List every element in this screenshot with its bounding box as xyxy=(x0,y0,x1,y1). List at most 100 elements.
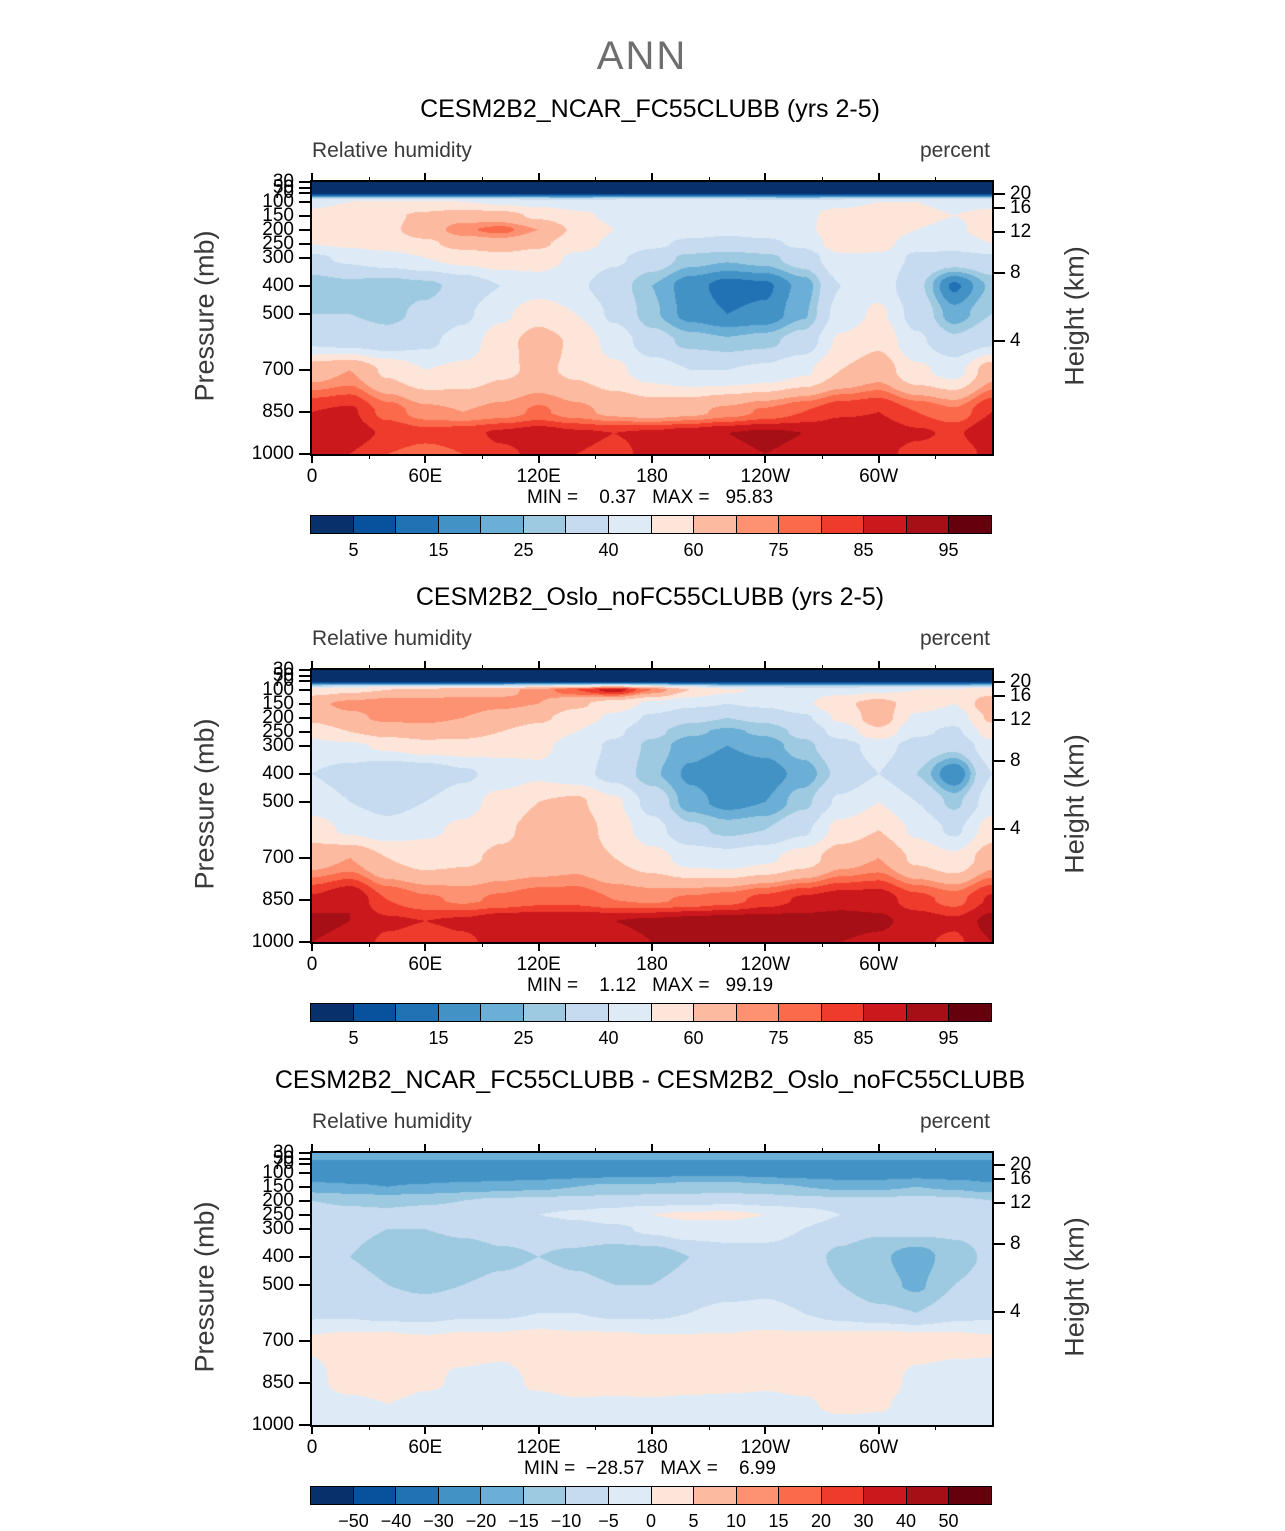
panel-difference: CESM2B2_NCAR_FC55CLUBB - CESM2B2_Oslo_no… xyxy=(0,1066,1285,1531)
x-tick xyxy=(651,173,653,182)
colorbar-cell xyxy=(650,1004,694,1021)
pressure-axis-label: Pressure (mb) xyxy=(189,1201,220,1373)
colorbar-tick-label: 5 xyxy=(348,540,359,560)
pressure-tick-label: 150 xyxy=(262,692,294,714)
x-minor-tick xyxy=(482,665,483,670)
colorbar-cell xyxy=(693,516,736,533)
height-tick-label: 8 xyxy=(1010,1232,1021,1254)
colorbar-tick-label: −15 xyxy=(508,1511,539,1531)
contour-field-canvas xyxy=(312,670,992,942)
x-tick xyxy=(537,661,540,670)
x-tick xyxy=(537,454,540,463)
colorbar-cell xyxy=(735,516,779,533)
height-tick xyxy=(992,271,1005,274)
colorbar-cell xyxy=(650,516,694,533)
pressure-tick xyxy=(299,772,312,775)
height-tick xyxy=(992,207,1005,210)
x-minor-tick xyxy=(368,454,370,459)
colorbar-cell xyxy=(395,1004,438,1021)
pressure-axis-label: Pressure (mb) xyxy=(189,230,220,402)
x-tick xyxy=(311,942,313,951)
colorbar-cell xyxy=(607,516,651,533)
pressure-tick-label: 500 xyxy=(262,302,294,324)
pressure-tick-label: 50 xyxy=(272,664,294,686)
pressure-tick xyxy=(299,200,312,203)
pressure-tick-label: 300 xyxy=(262,246,294,268)
x-minor-tick xyxy=(368,1148,370,1153)
height-tick-label: 8 xyxy=(1010,749,1021,771)
field-label: Relative humidity xyxy=(312,139,472,162)
x-tick-label: 120W xyxy=(740,954,791,975)
pressure-tick-label: 150 xyxy=(262,204,294,226)
height-tick-label: 4 xyxy=(1010,330,1021,352)
pressure-tick-label: 250 xyxy=(262,1203,294,1225)
contour-field-canvas xyxy=(312,182,992,454)
colorbar-tick-label: 20 xyxy=(810,1511,832,1531)
colorbar-cell xyxy=(565,516,608,533)
colorbar-tick-label: 95 xyxy=(938,540,959,560)
colorbar-cell xyxy=(820,516,864,533)
x-minor-tick xyxy=(708,1148,710,1153)
colorbar-cell xyxy=(863,1004,906,1021)
colorbar-tick-label: 60 xyxy=(683,540,704,560)
x-minor-tick xyxy=(368,177,370,182)
pressure-tick-label: 850 xyxy=(262,1371,294,1393)
height-tick xyxy=(992,719,1005,722)
pressure-tick-label: 70 xyxy=(272,1153,294,1175)
x-tick-label: 120E xyxy=(516,954,561,975)
pressure-tick-label: 700 xyxy=(262,846,294,868)
x-minor-tick xyxy=(708,454,710,459)
colorbar-tick-label: 0 xyxy=(645,1511,657,1531)
pressure-tick xyxy=(299,410,312,413)
plot-area: 0 60E 120E 180 120W 60W 30 50 70 100 150 200 250 300 4… xyxy=(252,1142,1031,1458)
colorbar-cell xyxy=(522,1004,566,1021)
colorbar-cell xyxy=(395,1487,438,1504)
pressure-tick xyxy=(299,214,312,217)
x-minor-tick xyxy=(595,665,597,670)
pressure-tick-label: 850 xyxy=(262,400,294,422)
x-tick xyxy=(311,454,313,463)
pressure-tick xyxy=(299,186,312,189)
pressure-tick xyxy=(299,1424,312,1426)
height-tick xyxy=(992,828,1005,831)
height-tick xyxy=(992,1178,1005,1181)
contour-field-canvas xyxy=(312,1153,992,1425)
height-tick-label: 16 xyxy=(1010,685,1032,707)
pressure-tick-label: 50 xyxy=(272,176,294,198)
colorbar-cell xyxy=(480,1004,523,1021)
colorbar: −50 −40 −30 −20 −15 −10 −5 0 5 10 15 20 30 40 50 xyxy=(310,1486,992,1531)
minmax-label: MIN = 0.37 MAX = 95.83 xyxy=(526,487,774,508)
units-label: percent xyxy=(919,1110,990,1133)
x-tick xyxy=(877,454,880,463)
pressure-tick-label: 1000 xyxy=(251,931,294,952)
height-tick xyxy=(992,681,1005,684)
x-tick-label: 0 xyxy=(306,1437,318,1458)
panel-title: CESM2B2_NCAR_FC55CLUBB - CESM2B2_Oslo_no… xyxy=(274,1066,1026,1094)
x-tick xyxy=(877,661,880,670)
x-tick xyxy=(537,1144,540,1153)
pressure-tick xyxy=(299,898,312,901)
field-label: Relative humidity xyxy=(312,1110,472,1133)
pressure-tick-label: 500 xyxy=(262,1273,294,1295)
pressure-tick-label: 100 xyxy=(262,678,294,700)
pressure-tick-label: 1000 xyxy=(251,1414,294,1435)
colorbar-cell xyxy=(820,1487,864,1504)
x-minor-tick xyxy=(708,942,710,947)
x-tick-label: 180 xyxy=(636,1437,668,1458)
colorbar-cell xyxy=(437,1004,481,1021)
pressure-tick-label: 500 xyxy=(262,790,294,812)
x-tick xyxy=(424,1425,427,1434)
x-minor-tick xyxy=(368,942,370,947)
x-tick xyxy=(877,1144,880,1153)
x-minor-tick xyxy=(482,1148,483,1153)
pressure-tick xyxy=(299,453,312,455)
pressure-tick xyxy=(299,368,312,371)
pressure-tick xyxy=(299,312,312,315)
colorbar-cell xyxy=(693,1004,736,1021)
colorbar-cell xyxy=(905,1487,949,1504)
pressure-tick-label: 200 xyxy=(262,1189,294,1211)
height-tick xyxy=(992,340,1005,343)
colorbar-cell xyxy=(693,1487,736,1504)
x-minor-tick xyxy=(822,1425,823,1430)
